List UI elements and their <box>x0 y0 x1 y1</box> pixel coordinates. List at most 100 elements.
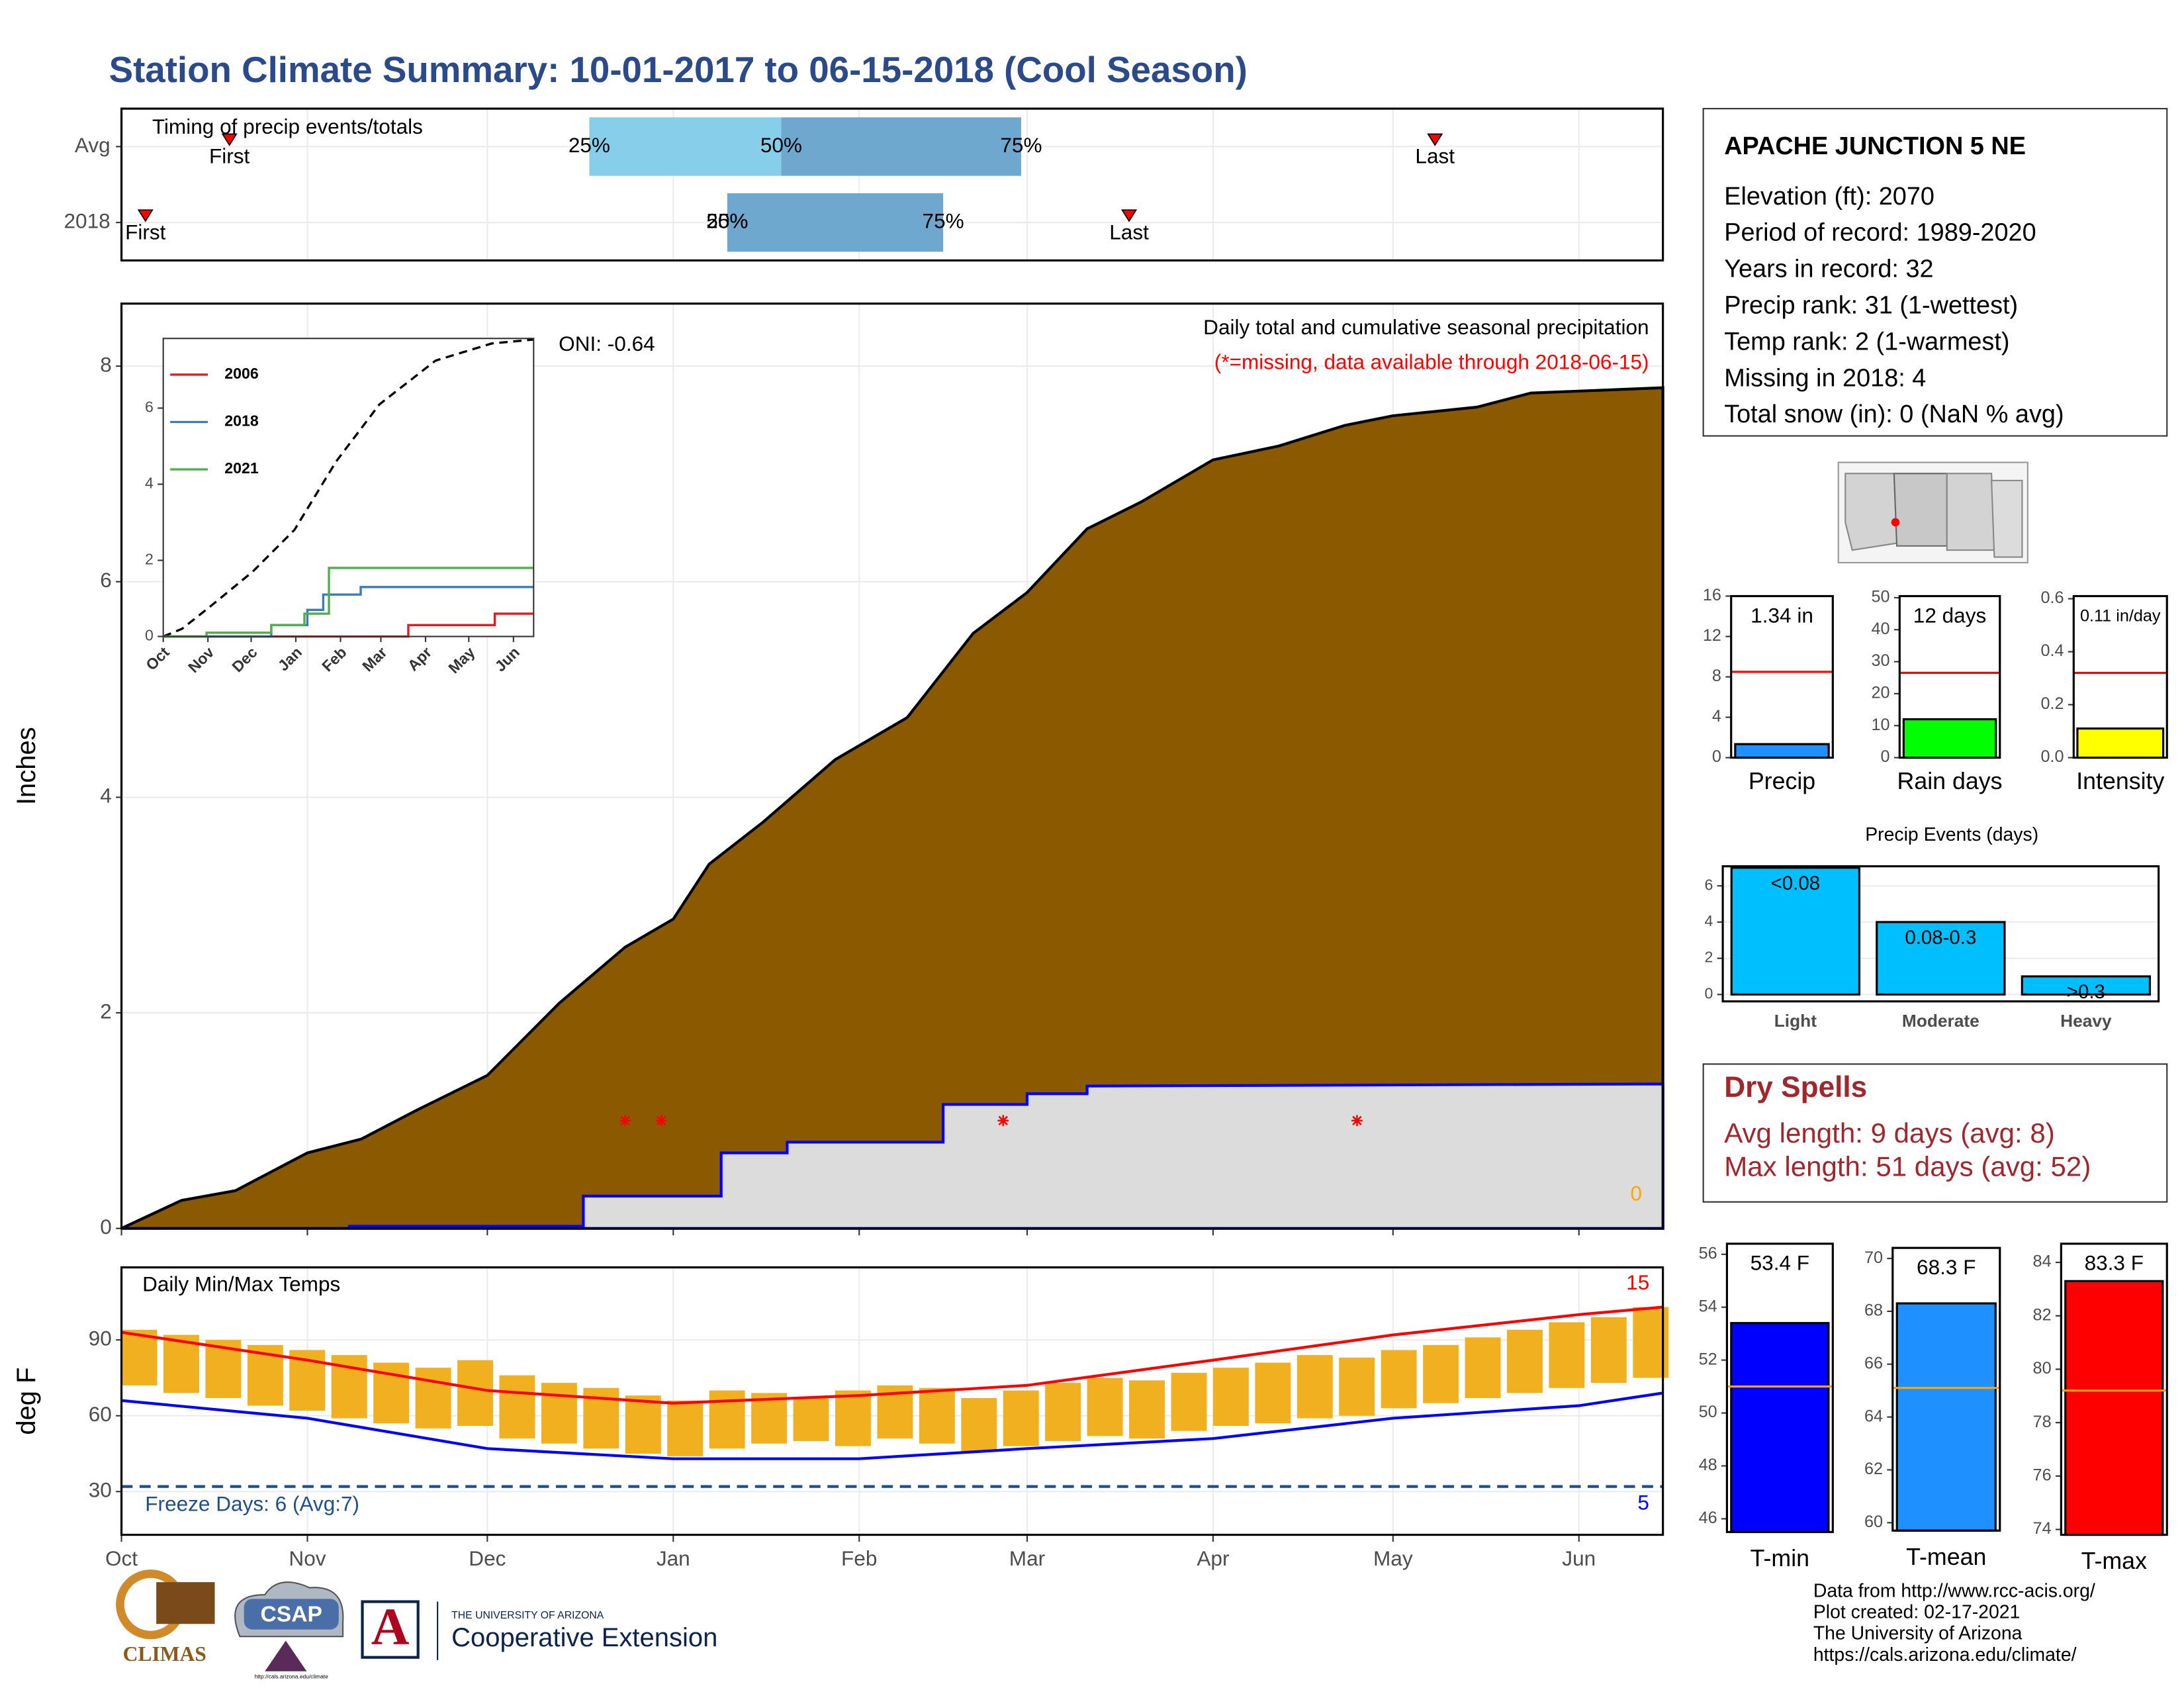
temp-range-bar <box>1297 1355 1333 1419</box>
bin-label: >0.3 <box>2067 981 2105 1003</box>
bar <box>2064 1280 2164 1536</box>
y-tick-label: 0.0 <box>2040 747 2064 766</box>
marker-label: First <box>209 144 250 168</box>
bar <box>2021 975 2152 996</box>
y-tick-label: 46 <box>1699 1509 1717 1527</box>
missing-marker <box>1351 1115 1363 1127</box>
value-label: 68.3 F <box>1917 1255 1976 1279</box>
y-tick-label: 6 <box>100 568 112 592</box>
temp-range-bar <box>625 1395 661 1454</box>
x-tick-label: Dec <box>469 1546 506 1570</box>
bar <box>1895 1302 1997 1532</box>
y-tick-label: 60 <box>89 1402 112 1426</box>
y-tick-label: 80 <box>2033 1359 2052 1378</box>
freeze-label: Freeze Days: 6 (Avg:7) <box>145 1492 359 1516</box>
ua-badge <box>361 1600 420 1659</box>
y-tick-label: 12 <box>1703 626 1721 645</box>
y-tick-label: 68 <box>1864 1301 1883 1320</box>
y-axis-label: deg F <box>12 1367 41 1434</box>
y-tick-label: 64 <box>1864 1407 1883 1425</box>
temp-range-bar <box>1465 1337 1501 1399</box>
dry-spells-box <box>1702 1063 2168 1203</box>
panel-frame <box>1721 865 2160 1003</box>
x-tick-label: Dec <box>228 643 260 675</box>
y-tick-label: 76 <box>2033 1466 2052 1484</box>
y-tick-label: 2 <box>100 999 112 1023</box>
legend-label: 2006 <box>224 365 259 382</box>
timing-bar <box>727 193 944 252</box>
category-label: Precip <box>1749 768 1815 794</box>
y-tick-label: 4 <box>1704 912 1713 929</box>
footer-line: Data from http://www.rcc-acis.org/ <box>1813 1580 2095 1601</box>
ua-top: THE UNIVERSITY OF ARIZONA <box>451 1610 604 1621</box>
category-label: Heavy <box>2060 1011 2112 1031</box>
category-label: Light <box>1774 1011 1817 1031</box>
logos: CLIMAS CSAP http://cals.arizona.edu/clim… <box>116 1570 717 1679</box>
percentile-label: 50% <box>706 209 748 232</box>
temp-range-bar <box>541 1383 577 1444</box>
panel-frame <box>1891 1246 2001 1532</box>
panel-title: Timing of precip events/totals <box>152 115 423 138</box>
csap-url: http://cals.arizona.edu/climate <box>255 1673 329 1679</box>
panel-frame <box>1730 594 1834 759</box>
y-tick-label: 0 <box>145 627 154 644</box>
temp-range-bar <box>121 1329 158 1385</box>
map-state <box>1893 473 1948 547</box>
percentile-label: 25% <box>569 133 610 157</box>
y-tick-label: 54 <box>1699 1297 1717 1315</box>
station-line: Years in record: 32 <box>1724 256 1933 283</box>
timing-bar <box>781 117 1021 176</box>
y-tick-label: 2 <box>145 551 154 568</box>
missing-marker <box>619 1115 631 1127</box>
map-state <box>1991 479 2023 558</box>
page-title: Station Climate Summary: 10-01-2017 to 0… <box>109 49 1248 90</box>
station-line: Total snow (in): 0 (NaN % avg) <box>1724 400 2064 428</box>
cumulative-area <box>120 386 1664 1230</box>
temp-range-bar <box>919 1387 955 1444</box>
y-tick-label: 4 <box>100 784 112 808</box>
value-label: 12 days <box>1913 603 1987 627</box>
station-line: Elevation (ft): 2070 <box>1724 183 1934 211</box>
csap-mountain <box>265 1640 307 1671</box>
panel-frame <box>120 107 1664 262</box>
y-tick-label: 56 <box>1699 1244 1717 1262</box>
x-tick-label: Feb <box>318 643 349 675</box>
inset-bg <box>163 338 534 637</box>
record-high-count: 15 <box>1626 1270 1649 1294</box>
y-tick-label: 0.6 <box>2040 588 2064 607</box>
average-temp-line <box>121 1305 1663 1405</box>
percentile-label: 75% <box>1000 133 1042 157</box>
panel-frame <box>2060 1243 2168 1536</box>
temp-range-bar <box>835 1390 871 1446</box>
timing-bar <box>589 117 782 176</box>
temp-range-bar <box>751 1393 788 1444</box>
station-name: APACHE JUNCTION 5 NE <box>1724 132 2026 160</box>
temp-range-bar <box>1045 1383 1081 1441</box>
marker-label: First <box>125 220 166 244</box>
temp-range-bar <box>1255 1362 1291 1424</box>
y-tick-label: 30 <box>89 1478 112 1502</box>
temp-range-bar <box>961 1398 997 1452</box>
footer-line: The University of Arizona <box>1813 1623 2023 1644</box>
temp-range-bar <box>1171 1372 1207 1431</box>
panel-frame <box>1898 594 2001 759</box>
bar <box>1902 718 1997 759</box>
station-location <box>1891 518 1900 527</box>
percentile-label: 50% <box>760 133 802 157</box>
y-tick-label: 4 <box>145 475 154 492</box>
event-marker <box>221 133 238 146</box>
y-tick-label: 40 <box>1871 620 1889 638</box>
footer-line: Plot created: 02-17-2021 <box>1813 1602 2021 1623</box>
y-tick-label: 4 <box>1712 707 1721 726</box>
bar <box>1730 867 1861 996</box>
y-tick-label: 6 <box>1704 876 1713 893</box>
percentile-label: 25% <box>706 209 748 232</box>
y-tick-label: 0 <box>100 1215 112 1239</box>
category-label: 2018 <box>64 209 111 232</box>
x-tick-label: Jan <box>275 643 306 675</box>
event-marker <box>1427 133 1443 146</box>
y-tick-label: 66 <box>1864 1354 1883 1372</box>
y-tick-label: 90 <box>89 1327 112 1350</box>
oni-annotation: ONI: -0.64 <box>559 332 655 355</box>
